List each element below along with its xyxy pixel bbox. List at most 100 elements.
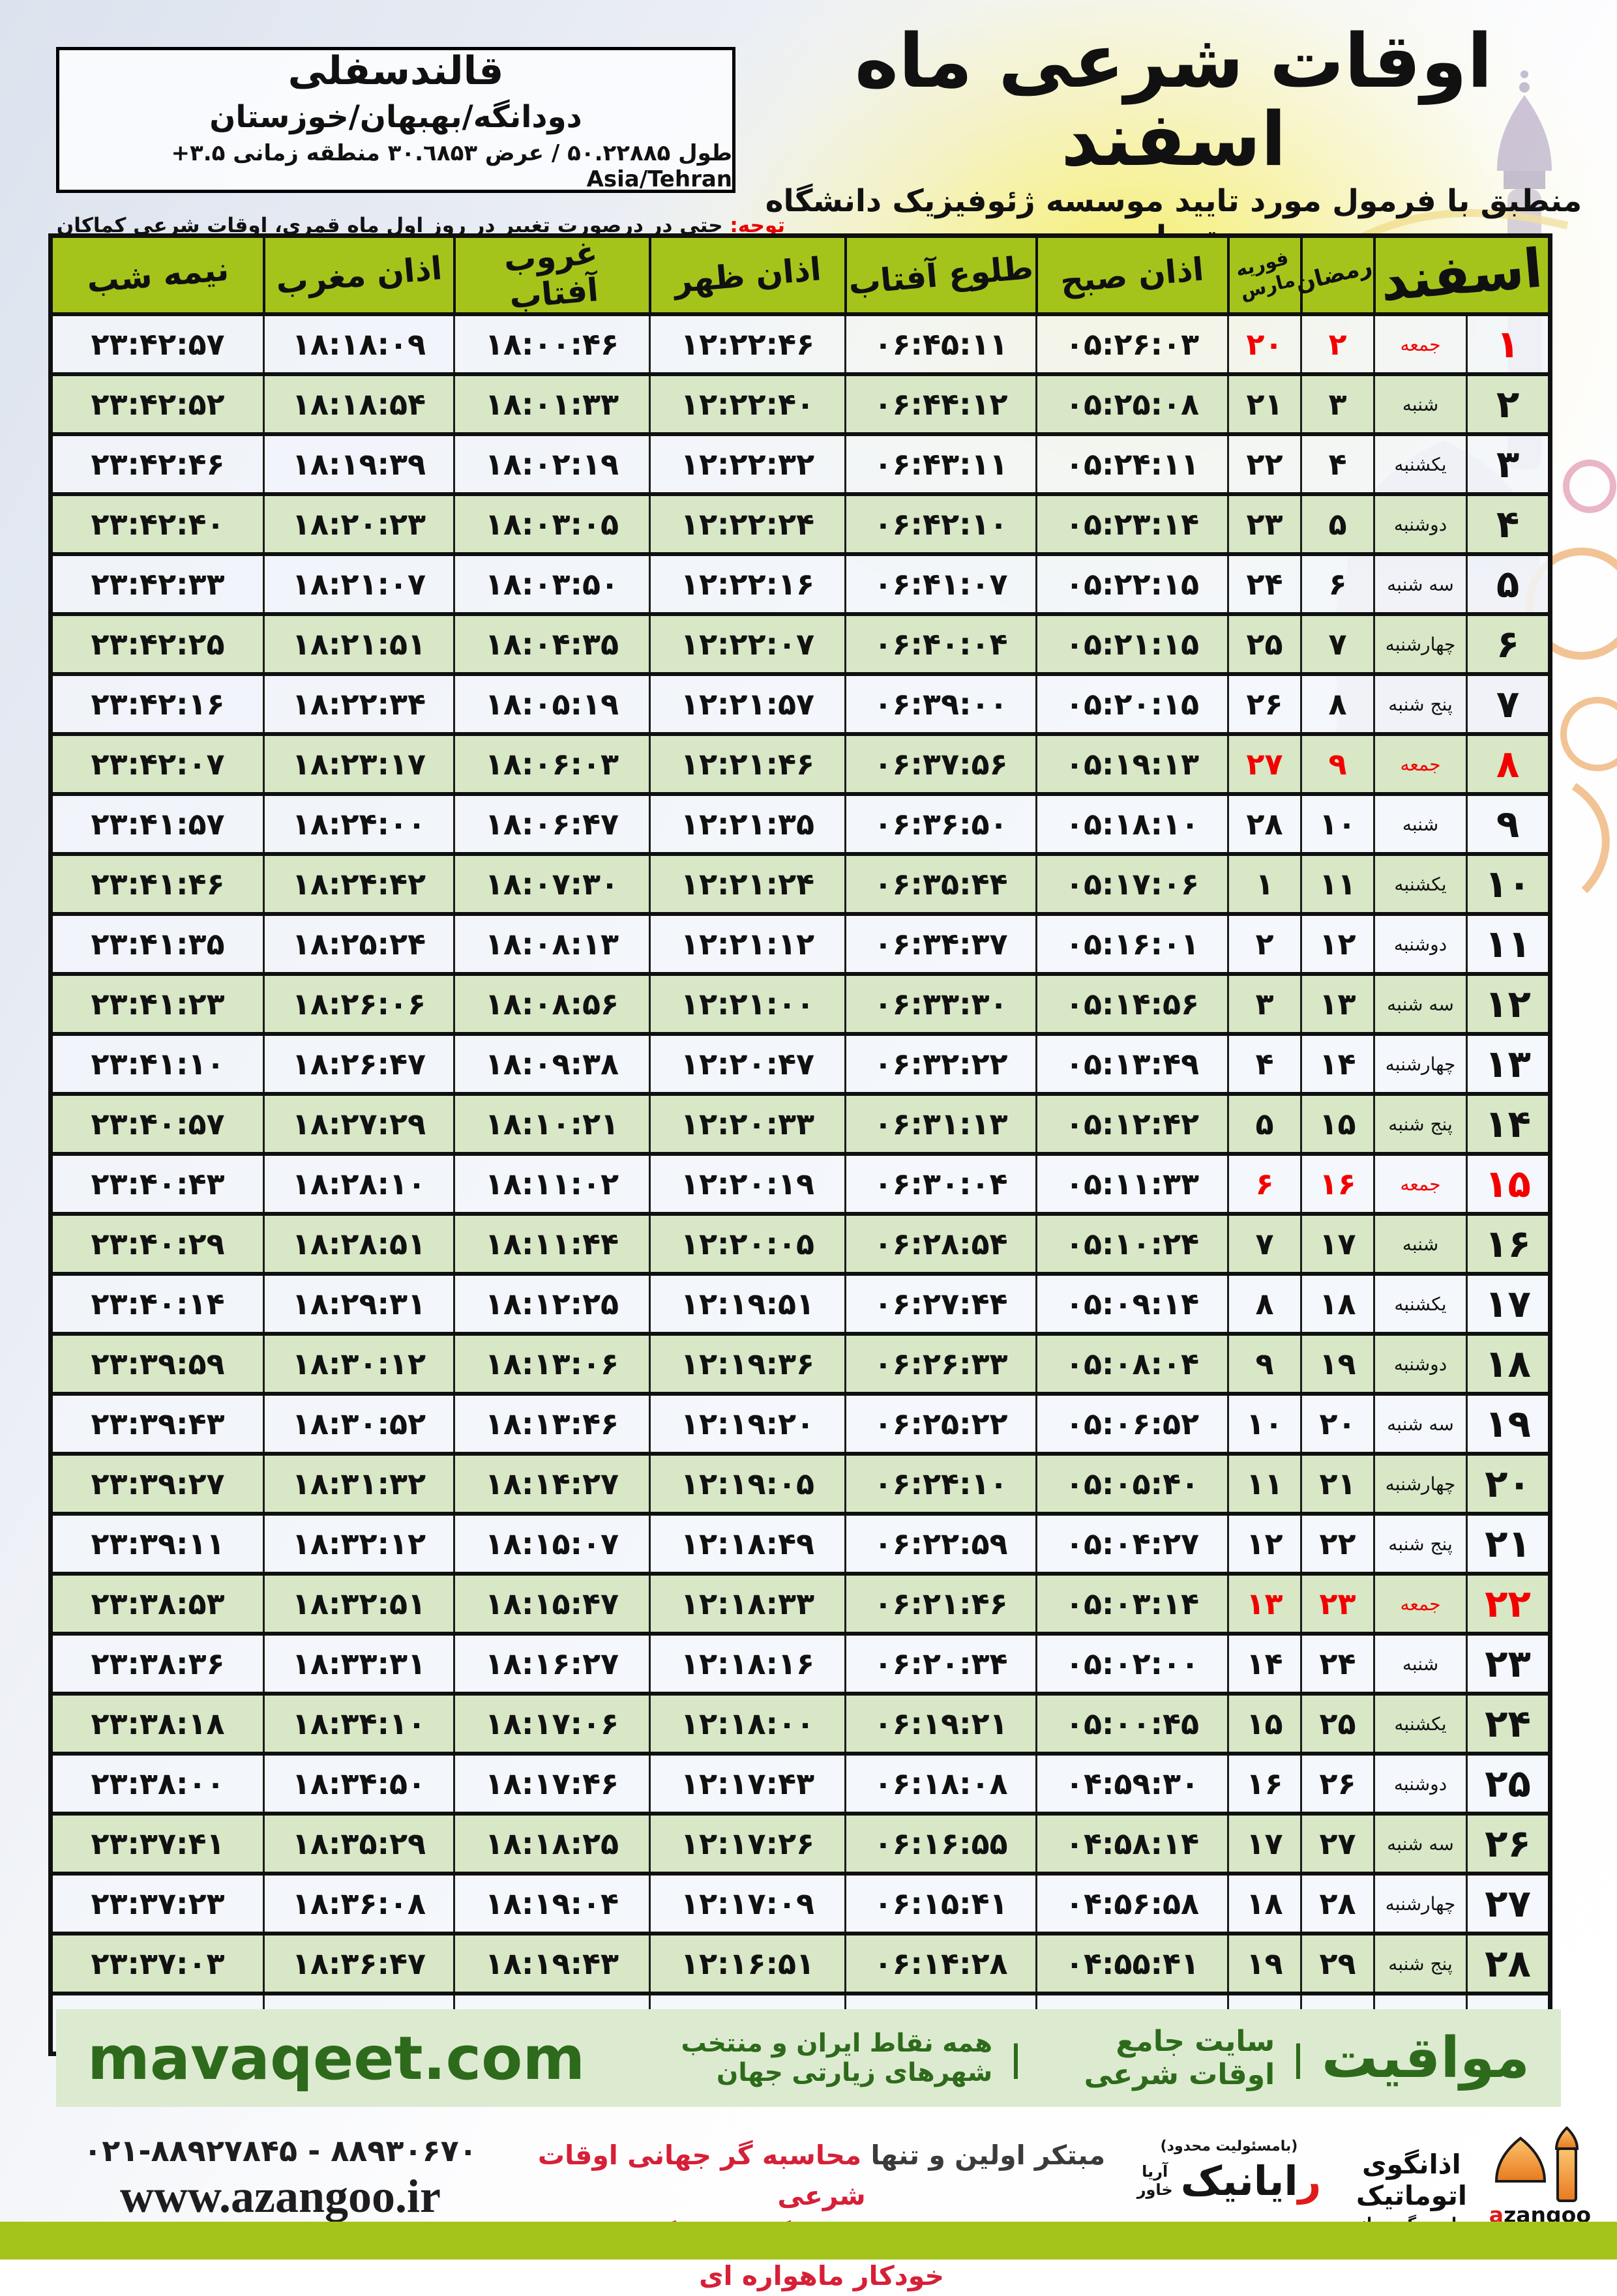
weekday-cell: چهارشنبه — [1372, 1452, 1468, 1515]
sunset-cell: ۱۸:۱۱:۰۲ — [453, 1153, 651, 1215]
ramadan-day-cell: ۱۶ — [1300, 1153, 1375, 1215]
rayanik-name-row: رایانیک آریا خاور — [1121, 2157, 1337, 2205]
day-number-cell: ۲۱ — [1466, 1512, 1552, 1575]
sunrise-cell: ۰۶:۱۵:۴۱ — [844, 1872, 1037, 1935]
azan-zohr-cell: ۱۲:۱۹:۰۵ — [649, 1452, 846, 1515]
gregorian-day-cell: ۱۵ — [1227, 1692, 1302, 1755]
banner-tagline-2: همه نقاط ایران و منتخب شهرهای زیارتی جها… — [681, 2029, 993, 2087]
azan-zohr-cell: ۱۲:۲۲:۴۰ — [649, 373, 846, 435]
day-number-cell: ۴ — [1466, 493, 1552, 555]
ramadan-day-cell: ۲۳ — [1300, 1572, 1375, 1635]
day-number-cell: ۳ — [1466, 433, 1552, 495]
weekday-cell: چهارشنبه — [1372, 613, 1468, 675]
table-row: ۱ جمعه ۲ ۲۰ ۰۵:۲۶:۰۳ ۰۶:۴۵:۱۱ ۱۲:۲۲:۴۶ ۱… — [50, 313, 1552, 375]
azan-sobh-cell: ۰۵:۱۷:۰۶ — [1035, 853, 1229, 915]
table-row: ۱۰ یکشنبه ۱۱ ۱ ۰۵:۱۷:۰۶ ۰۶:۳۵:۴۴ ۱۲:۲۱:۲… — [50, 853, 1552, 915]
midnight-cell: ۲۳:۳۸:۵۳ — [50, 1572, 265, 1635]
azan-maghreb-cell: ۱۸:۱۸:۵۴ — [263, 373, 455, 435]
rayanik-initial: ر — [1298, 2157, 1322, 2205]
midnight-cell: ۲۳:۳۹:۲۷ — [50, 1452, 265, 1515]
ramadan-day-cell: ۱۰ — [1300, 793, 1375, 855]
table-row: ۱۹ سه شنبه ۲۰ ۱۰ ۰۵:۰۶:۵۲ ۰۶:۲۵:۲۲ ۱۲:۱۹… — [50, 1392, 1552, 1455]
weekday-cell: جمعه — [1372, 1572, 1468, 1635]
azan-zohr-cell: ۱۲:۲۲:۰۷ — [649, 613, 846, 675]
weekday-cell: چهارشنبه — [1372, 1033, 1468, 1095]
weekday-cell: شنبه — [1372, 1632, 1468, 1695]
azan-sobh-cell: ۰۵:۱۴:۵۶ — [1035, 973, 1229, 1035]
gregorian-day-cell: ۲۰ — [1227, 313, 1302, 375]
table-row: ۲۶ سه شنبه ۲۷ ۱۷ ۰۴:۵۸:۱۴ ۰۶:۱۶:۵۵ ۱۲:۱۷… — [50, 1812, 1552, 1875]
prayer-table-body: ۱ جمعه ۲ ۲۰ ۰۵:۲۶:۰۳ ۰۶:۴۵:۱۱ ۱۲:۲۲:۴۶ ۱… — [50, 313, 1552, 2055]
weekday-cell: جمعه — [1372, 313, 1468, 375]
ramadan-day-cell: ۳ — [1300, 373, 1375, 435]
azan-maghreb-cell: ۱۸:۳۲:۵۱ — [263, 1572, 455, 1635]
azan-sobh-cell: ۰۵:۰۰:۴۵ — [1035, 1692, 1229, 1755]
phone-numbers: ۰۲۱-۸۸۹۲۷۸۴۵ - ۸۸۹۳۰۶۷۰ — [83, 2133, 477, 2168]
weekday-cell: سه شنبه — [1372, 553, 1468, 615]
sunrise-cell: ۰۶:۳۵:۴۴ — [844, 853, 1037, 915]
ramadan-day-cell: ۵ — [1300, 493, 1375, 555]
azan-zohr-cell: ۱۲:۲۱:۲۴ — [649, 853, 846, 915]
azan-maghreb-cell: ۱۸:۳۲:۱۲ — [263, 1512, 455, 1575]
gregorian-day-cell: ۲۱ — [1227, 373, 1302, 435]
sunset-cell: ۱۸:۱۴:۲۷ — [453, 1452, 651, 1515]
ramadan-day-cell: ۹ — [1300, 733, 1375, 795]
table-row: ۱۳ چهارشنبه ۱۴ ۴ ۰۵:۱۳:۴۹ ۰۶:۳۲:۲۲ ۱۲:۲۰… — [50, 1033, 1552, 1095]
midnight-cell: ۲۳:۴۰:۵۷ — [50, 1093, 265, 1155]
gregorian-day-cell: ۷ — [1227, 1213, 1302, 1275]
bottom-green-strip — [0, 2222, 1617, 2259]
azan-maghreb-cell: ۱۸:۳۶:۴۷ — [263, 1932, 455, 1995]
gregorian-day-cell: ۲۷ — [1227, 733, 1302, 795]
azan-zohr-cell: ۱۲:۱۸:۱۶ — [649, 1632, 846, 1695]
azan-sobh-cell: ۰۵:۰۹:۱۴ — [1035, 1273, 1229, 1335]
day-number-cell: ۵ — [1466, 553, 1552, 615]
footer-contact: ۰۲۱-۸۸۹۲۷۸۴۵ - ۸۸۹۳۰۶۷۰ www.azangoo.ir — [52, 2133, 509, 2224]
sunset-cell: ۱۸:۱۷:۰۶ — [453, 1692, 651, 1755]
weekday-cell: شنبه — [1372, 793, 1468, 855]
weekday-cell: دوشنبه — [1372, 1752, 1468, 1815]
azan-zohr-cell: ۱۲:۲۱:۰۰ — [649, 973, 846, 1035]
gregorian-day-cell: ۱۰ — [1227, 1392, 1302, 1455]
table-row: ۱۶ شنبه ۱۷ ۷ ۰۵:۱۰:۲۴ ۰۶:۲۸:۵۴ ۱۲:۲۰:۰۵ … — [50, 1213, 1552, 1275]
azan-zohr-cell: ۱۲:۲۱:۴۶ — [649, 733, 846, 795]
ramadan-day-cell: ۲۴ — [1300, 1632, 1375, 1695]
ramadan-day-cell: ۱۸ — [1300, 1273, 1375, 1335]
ramadan-day-cell: ۱۷ — [1300, 1213, 1375, 1275]
azan-sobh-cell: ۰۵:۲۶:۰۳ — [1035, 313, 1229, 375]
azan-maghreb-cell: ۱۸:۲۶:۰۶ — [263, 973, 455, 1035]
weekday-cell: جمعه — [1372, 1153, 1468, 1215]
azan-zohr-cell: ۱۲:۱۷:۰۹ — [649, 1872, 846, 1935]
table-row: ۱۴ پنج شنبه ۱۵ ۵ ۰۵:۱۲:۴۲ ۰۶:۳۱:۱۳ ۱۲:۲۰… — [50, 1093, 1552, 1155]
day-number-cell: ۱۱ — [1466, 913, 1552, 975]
sunset-cell: ۱۸:۰۰:۴۶ — [453, 313, 651, 375]
table-row: ۲۵ دوشنبه ۲۶ ۱۶ ۰۴:۵۹:۳۰ ۰۶:۱۸:۰۸ ۱۲:۱۷:… — [50, 1752, 1552, 1815]
sunset-cell: ۱۸:۱۶:۲۷ — [453, 1632, 651, 1695]
ramadan-day-cell: ۱۱ — [1300, 853, 1375, 915]
sunset-cell: ۱۸:۱۸:۲۵ — [453, 1812, 651, 1875]
table-row: ۹ شنبه ۱۰ ۲۸ ۰۵:۱۸:۱۰ ۰۶:۳۶:۵۰ ۱۲:۲۱:۳۵ … — [50, 793, 1552, 855]
weekday-cell: سه شنبه — [1372, 1392, 1468, 1455]
midnight-cell: ۲۳:۳۸:۱۸ — [50, 1692, 265, 1755]
azan-zohr-cell: ۱۲:۲۲:۳۲ — [649, 433, 846, 495]
azan-maghreb-cell: ۱۸:۳۵:۲۹ — [263, 1812, 455, 1875]
weekday-cell: چهارشنبه — [1372, 1872, 1468, 1935]
day-number-cell: ۱۵ — [1466, 1153, 1552, 1215]
sunset-cell: ۱۸:۰۶:۰۳ — [453, 733, 651, 795]
ramadan-day-cell: ۲۵ — [1300, 1692, 1375, 1755]
ramadan-day-cell: ۴ — [1300, 433, 1375, 495]
table-row: ۲۳ شنبه ۲۴ ۱۴ ۰۵:۰۲:۰۰ ۰۶:۲۰:۳۴ ۱۲:۱۸:۱۶… — [50, 1632, 1552, 1695]
table-row: ۷ پنج شنبه ۸ ۲۶ ۰۵:۲۰:۱۵ ۰۶:۳۹:۰۰ ۱۲:۲۱:… — [50, 673, 1552, 735]
gregorian-day-cell: ۱۸ — [1227, 1872, 1302, 1935]
azan-zohr-cell: ۱۲:۱۷:۲۶ — [649, 1812, 846, 1875]
azan-maghreb-cell: ۱۸:۲۵:۲۴ — [263, 913, 455, 975]
day-number-cell: ۸ — [1466, 733, 1552, 795]
azan-maghreb-cell: ۱۸:۳۰:۱۲ — [263, 1332, 455, 1395]
weekday-cell: یکشنبه — [1372, 1273, 1468, 1335]
banner-divider: | — [1292, 2037, 1305, 2079]
day-number-cell: ۲۷ — [1466, 1872, 1552, 1935]
midnight-cell: ۲۳:۴۰:۲۹ — [50, 1213, 265, 1275]
location-box: قالندسفلی دودانگه/بهبهان/خوزستان طول ۵۰.… — [56, 47, 735, 193]
weekday-cell: دوشنبه — [1372, 913, 1468, 975]
azan-zohr-cell: ۱۲:۲۰:۰۵ — [649, 1213, 846, 1275]
